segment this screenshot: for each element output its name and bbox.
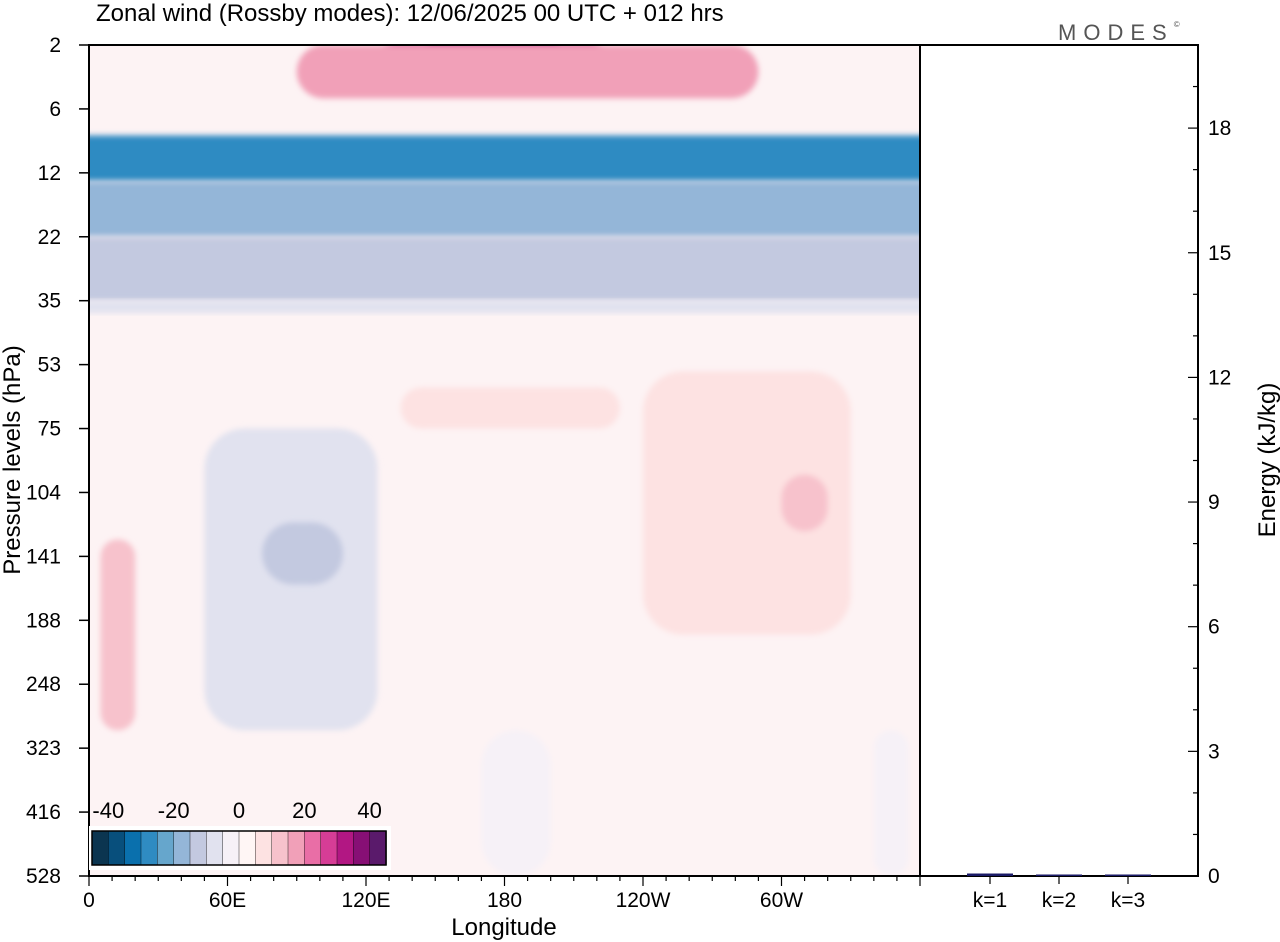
pressure-axis: 2 6 12 22 35 53 75 104 141 188 248 323 416 528 [26,34,89,888]
wind-region-12 [262,522,343,585]
wind-region-2 [296,45,759,99]
wind-region-7 [400,387,620,429]
energy-label-0: 0 [1208,865,1220,888]
colorbar-label-2: 0 [233,798,245,823]
wind-region-14 [873,730,909,876]
chart-title: Zonal wind (Rossby modes): 12/06/2025 00… [96,0,724,27]
heatmap-regions [89,45,920,876]
wind-region-4 [89,181,920,237]
wind-region-6 [89,300,920,314]
energy-panel: 0 3 6 9 12 15 18 k=1 k=2 k=3 Energy (kJ/kg) [919,44,1280,912]
brand-logo: MODES© [1058,20,1180,46]
energy-category-k=1: k=1 [973,889,1007,912]
colorbar-labels: -40 -20 0 20 40 [92,798,381,823]
wind-region-3 [89,135,920,182]
x-axis-title: Longitude [451,914,556,941]
energy-label-3: 3 [1208,740,1220,763]
colorbar-swatch-13 [304,830,322,866]
pressure-label-104: 104 [26,481,61,504]
wind-region-8 [643,371,851,635]
pressure-label-53: 53 [38,354,61,377]
wind-region-13 [481,730,551,876]
energy-axis: 0 3 6 9 12 15 18 [1188,44,1231,888]
colorbar-swatch-1 [108,830,126,866]
energy-bars [967,873,1151,876]
pressure-label-35: 35 [38,290,61,313]
colorbar-swatches [91,830,387,866]
colorbar-swatch-9 [238,830,257,866]
colorbar-swatch-17 [369,830,387,866]
energy-bar-k=3 [1105,874,1151,876]
colorbar-swatch-5 [173,830,191,866]
energy-category-k=2: k=2 [1042,889,1076,912]
energy-categories: k=1 k=2 k=3 [973,876,1145,912]
longitude-label-60E: 60E [209,889,246,912]
brand-text: MODES [1058,20,1174,45]
colorbar-swatch-6 [189,830,208,866]
wind-region-10 [100,539,136,731]
longitude-axis: 0 60E 120E 180 120W 60W [83,876,921,912]
colorbar-swatch-4 [157,830,175,866]
longitude-label-0: 0 [83,889,95,912]
colorbar-swatch-12 [287,830,306,866]
colorbar-swatch-2 [124,830,142,866]
colorbar-swatch-0 [91,830,110,866]
colorbar-swatch-8 [222,830,240,866]
wind-region-5 [89,236,920,301]
pressure-label-75: 75 [38,418,61,441]
wind-region-9 [781,474,828,532]
longitude-label-120E: 120E [341,889,390,912]
colorbar: -40 -20 0 20 40 [89,798,391,870]
longitude-label-60W: 60W [760,889,803,912]
colorbar-label-0: -40 [92,798,124,823]
colorbar-swatch-16 [353,830,371,866]
colorbar-swatch-11 [271,830,289,866]
colorbar-swatch-3 [140,830,159,866]
energy-label-9: 9 [1208,491,1220,514]
energy-label-18: 18 [1208,117,1231,140]
colorbar-swatch-14 [320,830,338,866]
y-axis-title: Pressure levels (hPa) [0,345,26,574]
pressure-label-416: 416 [26,801,61,824]
colorbar-label-4: 40 [357,798,381,823]
heatmap-panel: 2 6 12 22 35 53 75 104 141 188 248 323 416 528 0 60E 12… [0,34,921,941]
pressure-label-6: 6 [49,98,61,121]
energy-axis-title: Energy (kJ/kg) [1254,383,1280,538]
colorbar-swatch-10 [255,830,273,866]
pressure-label-248: 248 [26,673,61,696]
energy-bar-k=1 [967,873,1013,876]
colorbar-frame [91,830,387,866]
energy-label-6: 6 [1208,616,1220,639]
energy-label-15: 15 [1208,242,1231,265]
energy-frame [919,44,1199,877]
colorbar-label-1: -20 [158,798,190,823]
longitude-label-180: 180 [487,889,522,912]
brand-mark: © [1173,20,1180,29]
pressure-label-12: 12 [38,162,61,185]
pressure-label-141: 141 [26,545,61,568]
pressure-label-22: 22 [38,226,61,249]
colorbar-swatch-7 [206,830,224,866]
pressure-label-528: 528 [26,865,61,888]
pressure-label-323: 323 [26,737,61,760]
colorbar-label-3: 20 [292,798,316,823]
energy-bar-k=2 [1036,874,1082,876]
pressure-label-188: 188 [26,609,61,632]
energy-label-12: 12 [1208,366,1231,389]
colorbar-swatch-15 [336,830,355,866]
pressure-label-2: 2 [49,34,61,57]
energy-category-k=3: k=3 [1111,889,1145,912]
longitude-label-120W: 120W [616,889,671,912]
